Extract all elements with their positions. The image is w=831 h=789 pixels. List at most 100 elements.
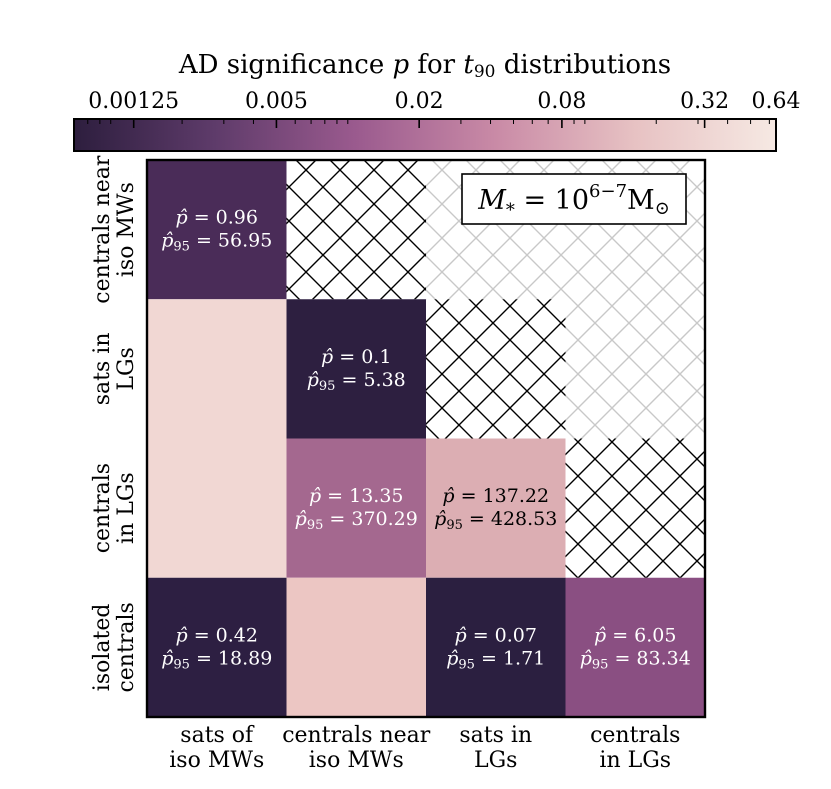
colorbar-tick-label: 0.005 <box>245 89 308 114</box>
cell-p95-hat-symbol: p̂ <box>434 508 446 530</box>
colorbar-title-var: p <box>392 50 409 80</box>
cell-p-hat: p̂ = 0.42 <box>176 624 258 646</box>
cell-p95-hat-symbol: p̂ <box>446 647 458 669</box>
heatmap-cell <box>147 299 287 439</box>
colorbar-ticks <box>73 119 777 128</box>
colorbar-title-mid: for <box>409 50 463 80</box>
x-axis-label: iso MWs <box>169 748 264 773</box>
cell-p-hat-value: = 13.35 <box>321 485 403 507</box>
mass-annotation-unit: M <box>627 185 655 216</box>
heatmap-cell <box>426 577 566 717</box>
heatmap-cell <box>286 438 427 579</box>
y-axis-label: centrals <box>114 602 139 692</box>
cell-p95-hat-value: = 56.95 <box>190 230 272 252</box>
heatmap-cell-labels: p̂ = 0.96p̂95 = 56.95p̂ = 0.1p̂95 = 5.38… <box>161 207 691 673</box>
cell-p95-hat-value: = 428.53 <box>463 508 557 530</box>
cell-p-hat-symbol: p̂ <box>176 624 188 646</box>
colorbar-tick-label: 0.32 <box>680 89 729 114</box>
cell-p-hat-symbol: p̂ <box>309 485 321 507</box>
cell-p95-hat-value: = 5.38 <box>335 369 405 391</box>
cell-p95-hat-sub: 95 <box>319 379 336 394</box>
cell-p-hat-value: = 0.42 <box>188 624 258 646</box>
heatmap-cell <box>147 438 287 579</box>
cell-p95-hat-value: = 1.71 <box>475 647 545 669</box>
cell-p95-hat: p̂95 = 370.29 <box>295 508 418 533</box>
cell-p-hat-symbol: p̂ <box>594 624 606 646</box>
cell-p-hat-symbol: p̂ <box>321 346 333 368</box>
cell-p-hat: p̂ = 0.96 <box>176 207 258 229</box>
cell-p-hat: p̂ = 0.07 <box>455 624 537 646</box>
cell-p95-hat: p̂95 = 5.38 <box>307 369 406 394</box>
heatmap-cell <box>426 438 566 579</box>
cell-p-hat: p̂ = 13.35 <box>309 485 404 507</box>
y-axis-label: in LGs <box>114 472 139 544</box>
cell-p95-hat: p̂95 = 428.53 <box>434 508 557 533</box>
mass-annotation: M* = 106−7M⊙ <box>461 173 687 225</box>
cell-p95-hat-sub: 95 <box>173 240 190 255</box>
heatmap-cell <box>147 577 287 717</box>
heatmap-cells <box>147 160 705 717</box>
cell-p95-hat: p̂95 = 83.34 <box>580 647 691 672</box>
colorbar-title: AD significance p for t90 distributions <box>178 50 671 82</box>
heatmap-cell <box>286 299 427 439</box>
heatmap-cell-hatched <box>426 299 566 439</box>
x-axis-label: LGs <box>474 748 517 773</box>
cell-p-hat-value: = 0.07 <box>467 624 537 646</box>
colorbar-title-suffix: distributions <box>495 50 671 80</box>
x-axis-label: sats in <box>459 723 532 748</box>
cell-p95-hat-sub: 95 <box>458 657 475 672</box>
mass-annotation-text: M* = 106−7M⊙ <box>477 181 670 221</box>
cell-p95-hat-symbol: p̂ <box>307 369 319 391</box>
cell-p-hat: p̂ = 0.1 <box>321 346 391 368</box>
cell-p-hat-symbol: p̂ <box>455 624 467 646</box>
mass-annotation-box <box>461 173 687 225</box>
cell-p95-hat-value: = 370.29 <box>323 508 417 530</box>
colorbar-tick-label: 0.00125 <box>88 89 179 114</box>
heatmap-cell <box>147 160 287 300</box>
cell-p95-hat-sub: 95 <box>446 518 463 533</box>
cell-p95-hat-sub: 95 <box>173 657 190 672</box>
heatmap-frame <box>145 158 707 719</box>
cell-p95-hat-symbol: p̂ <box>161 230 173 252</box>
heatmap-cell <box>565 577 705 717</box>
cell-p95-hat-symbol: p̂ <box>580 647 592 669</box>
cell-p-hat-value: = 0.1 <box>333 346 391 368</box>
colorbar-title-var2: t <box>463 50 474 80</box>
cell-p-hat-value: = 6.05 <box>606 624 676 646</box>
heatmap-cell <box>286 577 427 717</box>
cell-p95-hat: p̂95 = 1.71 <box>446 647 545 672</box>
colorbar <box>73 118 777 152</box>
y-axis-label: LGs <box>114 347 139 390</box>
cell-p95-hat-value: = 18.89 <box>190 647 272 669</box>
cell-p95-hat-sub: 95 <box>592 657 609 672</box>
cell-p-hat: p̂ = 6.05 <box>594 624 676 646</box>
mass-annotation-eq: = 10 <box>515 185 589 216</box>
cell-p-hat-symbol: p̂ <box>176 207 188 229</box>
x-axis-label: iso MWs <box>309 748 404 773</box>
x-axis-label: centrals <box>590 723 680 748</box>
x-axis-label: sats of <box>180 723 255 748</box>
cell-p95-hat: p̂95 = 56.95 <box>161 230 272 255</box>
colorbar-tick-label: 0.64 <box>752 89 801 114</box>
cell-p-hat-value: = 137.22 <box>455 485 549 507</box>
y-axis-label: centrals near <box>90 155 115 304</box>
cell-p95-hat-value: = 83.34 <box>608 647 690 669</box>
y-axis-label: isolated <box>90 604 115 692</box>
y-axis-label: sats in <box>90 333 115 406</box>
mass-annotation-sub: * <box>506 200 515 221</box>
heatmap-cell-hatched <box>286 160 427 300</box>
cell-p95-hat-sub: 95 <box>307 518 324 533</box>
cell-p95-hat: p̂95 = 18.89 <box>161 647 272 672</box>
y-axis-label: centrals <box>90 463 115 553</box>
cell-p-hat-value: = 0.96 <box>188 207 258 229</box>
colorbar-title-sub: 90 <box>474 62 496 82</box>
heatmap-cell-hatched <box>565 438 705 579</box>
colorbar-tick-label: 0.08 <box>537 89 586 114</box>
y-axis-label: iso MWs <box>114 182 139 277</box>
x-axis-label: centrals near <box>282 723 431 748</box>
mass-annotation-unit-sub: ⊙ <box>655 198 670 219</box>
cell-p95-hat-symbol: p̂ <box>161 647 173 669</box>
